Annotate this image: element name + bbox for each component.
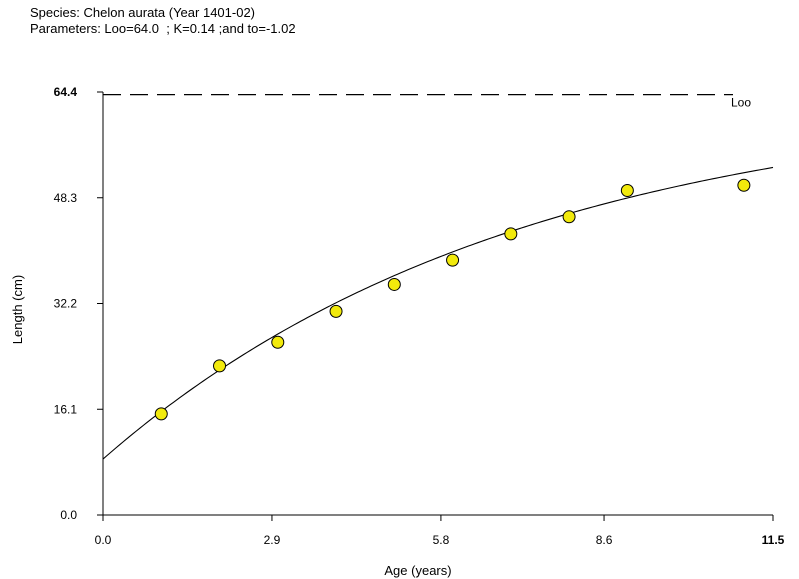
y-tick-label: 48.3	[54, 191, 78, 205]
x-tick-label: 0.0	[95, 533, 112, 547]
fit-curve	[102, 166, 774, 460]
ticks: 0.0 16.1 32.2 48.3 64.4 0.0 2.9 5.8 8.6 11.5	[54, 85, 785, 547]
species-title: Species: Chelon aurata (Year 1401-02)	[30, 5, 255, 20]
data-point	[562, 210, 576, 224]
data-point	[329, 304, 343, 318]
asymptote-label: Loo	[731, 96, 751, 110]
data-point	[504, 227, 518, 241]
x-tick-label: 8.6	[596, 533, 613, 547]
y-tick-label: 16.1	[54, 402, 78, 416]
data-point	[154, 407, 168, 421]
y-tick-label: 64.4	[54, 85, 78, 99]
y-axis-title: Length (cm)	[10, 275, 25, 344]
data-point	[737, 178, 751, 192]
data-point	[271, 335, 285, 349]
x-tick-label: 5.8	[433, 533, 450, 547]
data-point	[213, 359, 227, 373]
y-tick-label: 32.2	[54, 297, 78, 311]
y-tick-label: 0.0	[60, 508, 77, 522]
data-point	[387, 277, 401, 291]
parameters-subtitle: Parameters: Loo=64.0 ; K=0.14 ;and to=-1…	[30, 21, 296, 36]
asymptote-group: Loo	[103, 93, 751, 110]
data-points	[154, 178, 751, 421]
data-point	[446, 253, 460, 267]
chart-header: Species: Chelon aurata (Year 1401-02) Pa…	[30, 5, 296, 37]
data-point	[620, 184, 634, 198]
axes	[102, 92, 773, 516]
x-tick-label: 2.9	[264, 533, 281, 547]
x-axis-title: Age (years)	[384, 563, 451, 578]
x-tick-label: 11.5	[762, 533, 785, 547]
